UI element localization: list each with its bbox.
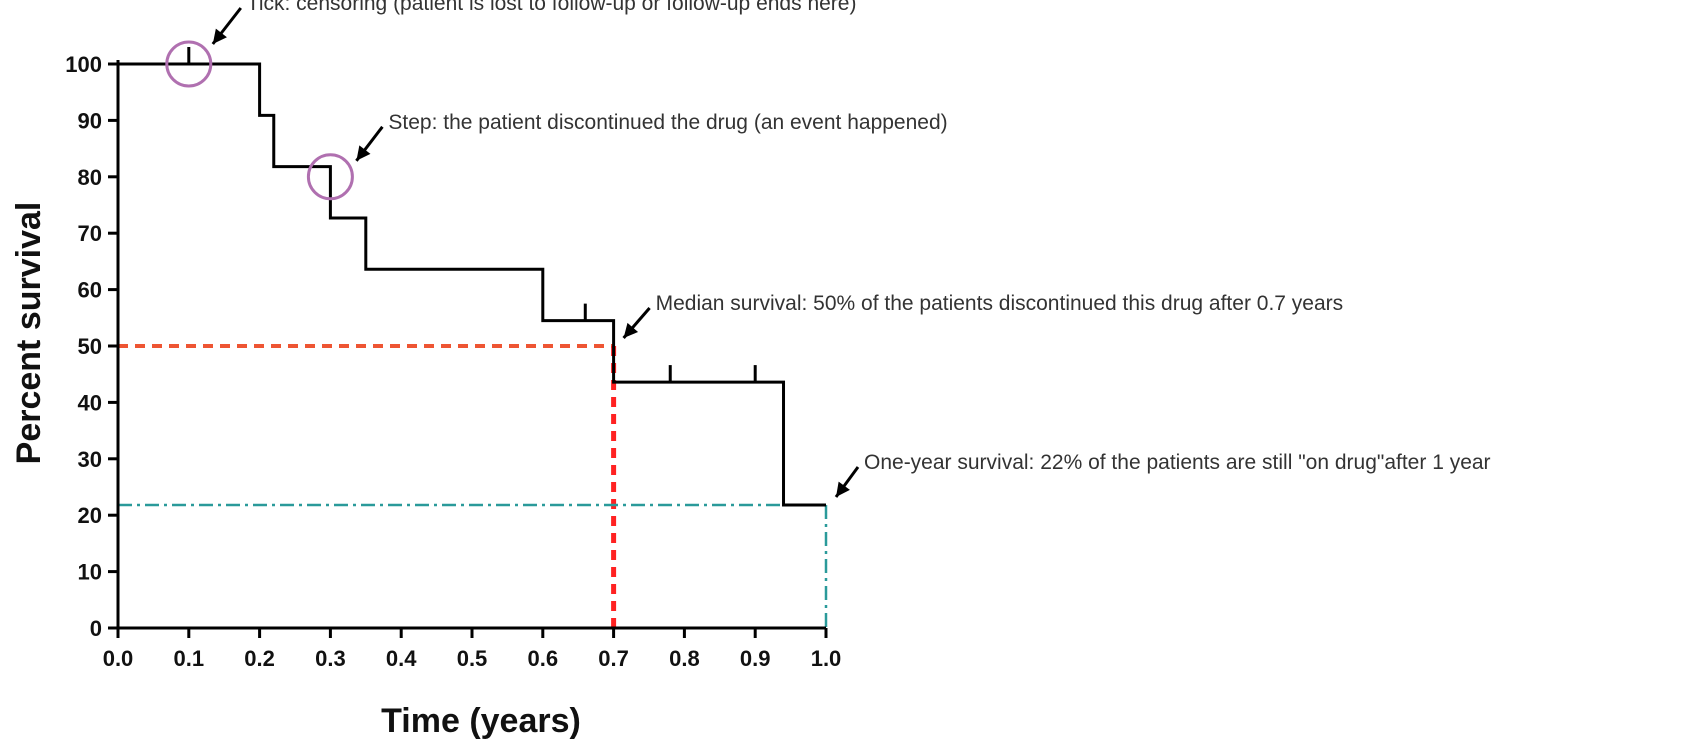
annotation-one-year-arrow-head [836, 481, 850, 498]
x-tick-label: 0.0 [103, 646, 134, 671]
x-tick-label: 0.5 [457, 646, 488, 671]
y-tick-label: 30 [78, 447, 102, 472]
y-tick-label: 70 [78, 221, 102, 246]
x-tick-label: 0.3 [315, 646, 346, 671]
step-highlight-circle [306, 153, 354, 201]
y-tick-label: 20 [78, 503, 102, 528]
annotation-median-arrow-head [623, 322, 639, 338]
annotation-median-text: Median survival: 50% of the patients dis… [656, 292, 1344, 315]
y-tick-label: 60 [78, 278, 102, 303]
x-tick-label: 0.6 [528, 646, 559, 671]
x-tick-label: 0.2 [244, 646, 275, 671]
x-tick-label: 1.0 [811, 646, 842, 671]
x-axis-title: Time (years) [381, 702, 581, 740]
x-tick-label: 0.1 [174, 646, 205, 671]
y-axis-title: Percent survival [10, 202, 48, 465]
annotation-step-text: Step: the patient discontinued the drug … [388, 111, 947, 134]
annotation-one-year-text: One-year survival: 22% of the patients a… [864, 451, 1491, 474]
x-tick-label: 0.9 [740, 646, 771, 671]
x-tick-label: 0.7 [598, 646, 629, 671]
y-tick-label: 50 [78, 334, 102, 359]
censor-highlight-circle [165, 40, 213, 88]
annotation-step-arrow-head [356, 145, 371, 161]
highlights [165, 40, 354, 201]
x-tick-label: 0.8 [669, 646, 700, 671]
survival-curve [118, 47, 826, 507]
y-tick-label: 40 [78, 390, 102, 415]
y-tick-label: 80 [78, 165, 102, 190]
annotation-censoring-arrow-head [212, 28, 227, 44]
y-tick-label: 90 [78, 108, 102, 133]
annotation-censoring-text: Tick: censoring (patient is lost to foll… [247, 0, 857, 15]
x-tick-label: 0.4 [386, 646, 417, 671]
reference-lines [118, 344, 828, 628]
axes: 0 10 20 30 40 50 60 70 80 90 100 0.0 0.1 0.2 0.3 0.4 0.5… [65, 52, 841, 671]
y-tick-label: 10 [78, 560, 102, 585]
annotations: Tick: censoring (patient is lost to foll… [211, 0, 1491, 498]
y-tick-label: 100 [65, 52, 102, 77]
survival-step-line [118, 62, 826, 507]
y-tick-label: 0 [90, 616, 102, 641]
